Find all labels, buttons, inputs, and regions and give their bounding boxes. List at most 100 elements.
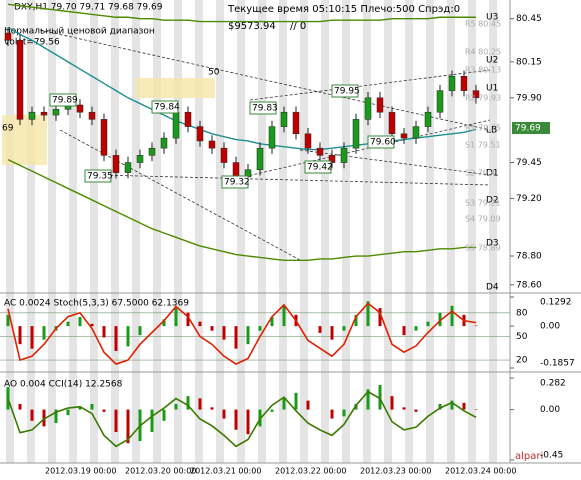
candle-body (364, 97, 372, 120)
level-label: U3 (486, 13, 498, 23)
histogram-bar (222, 409, 226, 419)
annotation-box (367, 135, 395, 149)
pivot-label: S1 79.51 (465, 141, 501, 150)
candle-body (160, 137, 168, 149)
last-price: 79.69 (515, 124, 541, 134)
panel-title: AC 0.0024 Stoch(5,3,3) 67.5000 62.1369 (4, 299, 189, 309)
histogram-bar (126, 409, 130, 444)
price-box (512, 122, 550, 135)
histogram-bar (306, 400, 310, 410)
candle-body (472, 90, 480, 99)
level-label: D1 (486, 169, 499, 179)
panel-title: AO 0.004 CCI(14) 12.2568 (4, 380, 123, 390)
balance: $9573.94 (228, 21, 276, 32)
histogram-bar (78, 407, 82, 410)
volatility: volat=79.56 (4, 38, 60, 48)
annotation-box (221, 175, 249, 189)
annotation-box (331, 84, 359, 98)
histogram-bar (246, 326, 250, 345)
left-label: 69 (2, 124, 14, 134)
session-stripes (6, 0, 497, 463)
annotation: 79.95 (334, 87, 360, 97)
histogram-bar (174, 308, 178, 327)
stripe (153, 0, 161, 463)
histogram-bar (30, 409, 34, 421)
range-note: Нормальный ценовой диапазон (4, 27, 155, 37)
tick-label: 20 (516, 356, 528, 366)
stripe (132, 0, 140, 463)
histogram-bar (162, 409, 166, 421)
level-label: D2 (486, 196, 499, 206)
histogram-bar (330, 409, 334, 419)
histogram-bar (102, 409, 106, 412)
histogram-bar (186, 312, 190, 327)
extra: // 0 (290, 21, 306, 32)
histogram-bar (342, 409, 346, 417)
annotation: 79.89 (52, 96, 78, 106)
histogram-bar (462, 402, 466, 410)
histogram-bar (66, 409, 70, 416)
candle-body (412, 126, 420, 139)
candle-body (40, 111, 48, 116)
histogram-bar (186, 396, 190, 410)
histogram-bar (402, 407, 406, 410)
candle-body (4, 32, 12, 41)
stripe (342, 0, 350, 463)
histogram-bar (258, 326, 262, 331)
histogram-bar (234, 326, 238, 349)
candle-body (76, 104, 84, 113)
histogram-bar (414, 326, 418, 331)
stripe (384, 0, 392, 463)
histogram-bar (450, 400, 454, 410)
annotation-box (84, 169, 112, 183)
histogram-bar (270, 409, 274, 412)
candle-body (304, 133, 312, 149)
histogram-bar (390, 396, 394, 410)
indicator-line (7, 302, 477, 365)
tick-label: 80.15 (516, 57, 542, 67)
annotation: 79.32 (224, 178, 250, 188)
candle-body (268, 126, 276, 149)
stripe (489, 0, 497, 463)
time-label: 2012.03.21 00:00 (190, 467, 261, 476)
annotation: 79.60 (370, 138, 396, 148)
candle-body (232, 162, 240, 178)
symbol: DXY,H1 79.70 79.71 79.68 79.69 (14, 3, 163, 13)
histogram-bar (42, 326, 46, 340)
tick-label: 50 (516, 332, 528, 342)
histogram-bar (198, 398, 202, 410)
candle-body (460, 75, 468, 91)
annotation: 79.83 (252, 104, 278, 114)
logo: alpari (515, 451, 543, 462)
stripe (426, 0, 434, 463)
histogram-bar (318, 326, 322, 333)
annotation-box (304, 160, 332, 174)
histogram-bar (438, 403, 442, 410)
histogram-bar (198, 321, 202, 327)
pivot-label: S5 78.89 (465, 244, 501, 253)
stripe (468, 0, 476, 463)
pivot-label: R3 80.13 (465, 66, 501, 75)
annotation-box (151, 100, 179, 114)
time-label: 2012.03.24 00:00 (445, 467, 516, 476)
time-label: 2012.03.22 00:00 (275, 467, 346, 476)
indicator-line (7, 159, 476, 262)
tick-label: -0.45 (540, 451, 563, 461)
stripe (111, 0, 119, 463)
histogram-bar (330, 326, 334, 340)
stripe (237, 0, 245, 463)
histogram-bar (378, 384, 382, 410)
candle-body (220, 147, 228, 163)
tick-label: 79.20 (516, 194, 542, 204)
indicator-line (7, 26, 477, 151)
stripe (300, 0, 308, 463)
tick-label: 80.45 (516, 14, 542, 24)
candle-body (424, 111, 432, 127)
level-label: LB (486, 126, 497, 136)
tick-label: 78.60 (516, 280, 542, 290)
candle-body (448, 75, 456, 91)
candle-body (196, 126, 204, 142)
stripe (195, 0, 203, 463)
